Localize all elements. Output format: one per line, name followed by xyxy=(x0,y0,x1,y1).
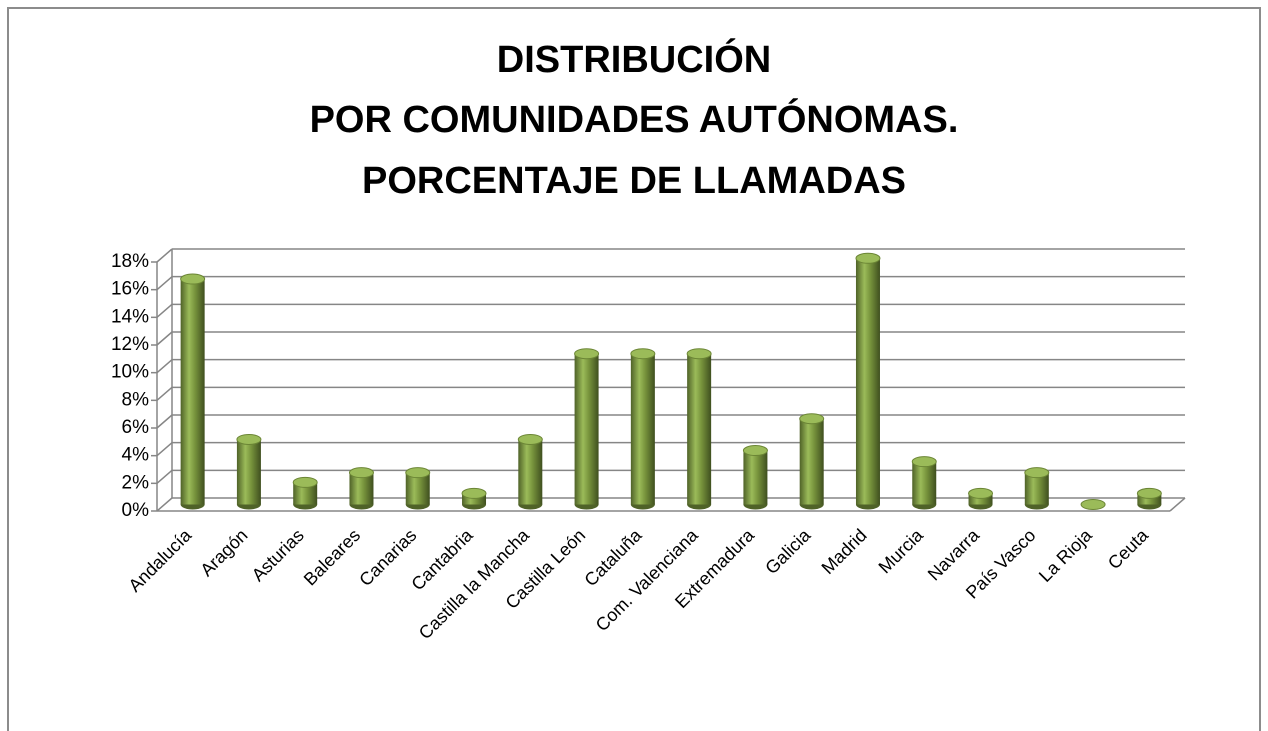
grid-line xyxy=(156,331,173,346)
bar xyxy=(743,450,768,505)
floor-edge xyxy=(1169,497,1186,512)
grid-line xyxy=(156,469,173,484)
grid-line xyxy=(156,386,173,401)
bar xyxy=(236,439,261,505)
bar xyxy=(912,461,937,505)
bar xyxy=(799,418,824,505)
bar-top xyxy=(405,467,431,479)
bar-top xyxy=(1080,499,1106,510)
bar-top xyxy=(799,413,825,425)
y-tick-label: 12% xyxy=(111,334,149,355)
bar-top xyxy=(1136,487,1162,499)
y-tick-label: 14% xyxy=(111,306,149,327)
y-tick-label: 4% xyxy=(122,445,150,466)
y-tick-label: 0% xyxy=(122,500,150,521)
bar-top xyxy=(686,348,712,360)
grid-line xyxy=(156,414,173,429)
y-tick-label: 2% xyxy=(122,472,150,493)
grid-line xyxy=(156,303,173,318)
bar xyxy=(293,482,318,505)
bar-top xyxy=(911,456,937,468)
bar-top xyxy=(855,252,881,264)
bar-top xyxy=(348,467,374,479)
grid-line xyxy=(156,248,173,263)
bar xyxy=(855,258,880,505)
y-tick-label: 6% xyxy=(122,417,150,438)
bar xyxy=(574,353,599,505)
y-tick-label: 10% xyxy=(111,362,149,383)
grid-line xyxy=(156,497,173,512)
bar xyxy=(630,353,655,505)
bar xyxy=(687,353,712,505)
bar-top xyxy=(1024,467,1050,479)
bar xyxy=(180,279,205,505)
chart-title: PORCENTAJE DE LLAMADAS xyxy=(362,160,906,202)
bar xyxy=(462,493,487,505)
chart-title: DISTRIBUCIÓN xyxy=(497,37,771,81)
grid-line xyxy=(156,276,173,291)
bar-top xyxy=(180,273,206,285)
bar-top xyxy=(742,445,768,457)
grid-line xyxy=(156,359,173,374)
bar-top xyxy=(236,433,262,445)
bar xyxy=(518,439,543,505)
bar-top xyxy=(630,348,656,360)
grid-line xyxy=(156,442,173,457)
bar-top xyxy=(461,487,487,499)
y-tick-label: 16% xyxy=(111,279,149,300)
bar-top xyxy=(292,476,318,488)
bar-top xyxy=(574,348,600,360)
bar-top xyxy=(968,487,994,499)
bar xyxy=(1137,493,1162,505)
bar xyxy=(968,493,993,505)
y-tick-label: 8% xyxy=(122,389,150,410)
chart-title: POR COMUNIDADES AUTÓNOMAS. xyxy=(310,97,959,141)
bar-top xyxy=(517,433,543,445)
y-tick-label: 18% xyxy=(111,251,149,272)
